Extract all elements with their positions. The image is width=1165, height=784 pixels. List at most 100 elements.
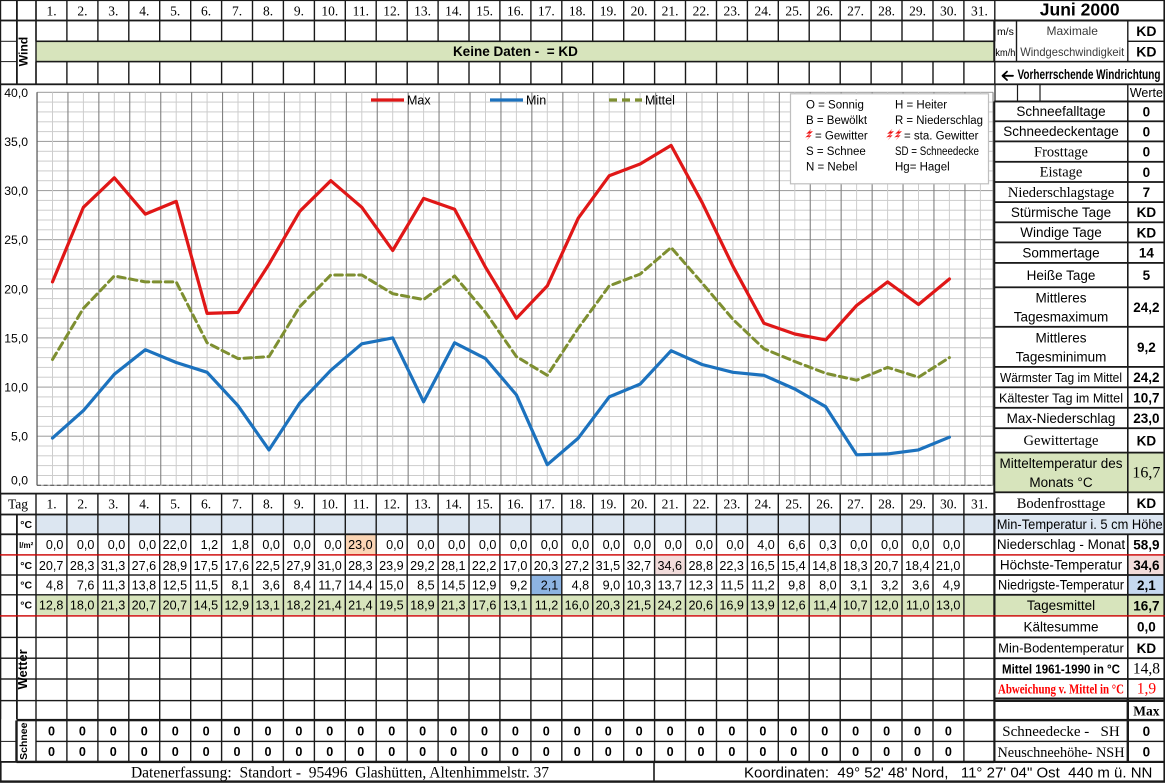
- svg-text:N = Nebel: N = Nebel: [806, 162, 857, 174]
- svg-text:1,8: 1,8: [231, 538, 249, 552]
- svg-text:31,5: 31,5: [596, 559, 621, 573]
- svg-text:0,0: 0,0: [479, 538, 497, 552]
- svg-text:21,0: 21,0: [936, 559, 961, 573]
- svg-text:0: 0: [543, 745, 550, 759]
- svg-text:SD = Schneedecke: SD = Schneedecke: [895, 146, 979, 158]
- svg-text:0,0: 0,0: [912, 538, 930, 552]
- svg-text:15.: 15.: [476, 3, 493, 18]
- svg-text:0: 0: [945, 745, 952, 759]
- svg-text:58,9: 58,9: [1133, 537, 1159, 552]
- svg-text:5,0: 5,0: [11, 430, 28, 444]
- svg-text:Mittleres: Mittleres: [1035, 330, 1086, 345]
- svg-text:13.: 13.: [414, 497, 431, 512]
- svg-text:l/m²: l/m²: [19, 541, 34, 550]
- svg-text:0: 0: [574, 745, 581, 759]
- svg-text:12.: 12.: [383, 3, 400, 18]
- svg-text:22.: 22.: [693, 3, 710, 18]
- svg-text:= Gewitter: = Gewitter: [815, 131, 868, 143]
- svg-text:0: 0: [357, 745, 364, 759]
- svg-text:11,5: 11,5: [195, 579, 219, 593]
- svg-text:8,4: 8,4: [293, 579, 311, 593]
- svg-text:Max: Max: [1133, 703, 1159, 718]
- svg-text:KD: KD: [1137, 641, 1157, 656]
- svg-text:21,4: 21,4: [317, 598, 342, 612]
- svg-text:0,0: 0,0: [324, 538, 342, 552]
- svg-text:Abweichung v. Mittel in °C: Abweichung v. Mittel in °C: [998, 682, 1124, 697]
- svg-text:3.: 3.: [108, 497, 118, 512]
- svg-text:9,2: 9,2: [510, 579, 528, 593]
- svg-text:27,2: 27,2: [565, 559, 590, 573]
- svg-text:Vorherrschende Windrichtung: Vorherrschende Windrichtung: [1018, 67, 1161, 82]
- svg-text:12,3: 12,3: [688, 579, 713, 593]
- svg-text:0: 0: [512, 745, 519, 759]
- svg-text:13,8: 13,8: [132, 579, 157, 593]
- svg-text:19.: 19.: [600, 3, 617, 18]
- svg-text:Min-Temperatur i. 5 cm Höhe: Min-Temperatur i. 5 cm Höhe: [997, 517, 1163, 532]
- svg-text:29,2: 29,2: [410, 559, 435, 573]
- svg-text:29.: 29.: [909, 3, 926, 18]
- svg-text:11.: 11.: [353, 497, 369, 512]
- svg-text:31,0: 31,0: [317, 559, 342, 573]
- svg-text:0: 0: [1143, 145, 1151, 160]
- svg-text:23.: 23.: [723, 3, 740, 18]
- svg-text:Min: Min: [526, 94, 546, 108]
- svg-text:0,0: 0,0: [726, 538, 744, 552]
- svg-text:22,2: 22,2: [472, 559, 497, 573]
- svg-text:13.: 13.: [414, 3, 431, 18]
- svg-text:5.: 5.: [170, 3, 180, 18]
- svg-text:Windgeschwindigkeit: Windgeschwindigkeit: [1020, 45, 1125, 59]
- svg-text:10,3: 10,3: [627, 579, 652, 593]
- svg-text:Tagesmaximum: Tagesmaximum: [1014, 310, 1109, 325]
- svg-text:35,0: 35,0: [4, 135, 28, 149]
- svg-text:21,5: 21,5: [627, 598, 652, 612]
- svg-text:3,6: 3,6: [912, 579, 930, 593]
- svg-text:0,0: 0,0: [850, 538, 868, 552]
- svg-text:15,0: 15,0: [379, 579, 404, 593]
- svg-text:34,6: 34,6: [657, 559, 682, 573]
- svg-text:0,0: 0,0: [139, 538, 157, 552]
- svg-text:18.: 18.: [569, 497, 586, 512]
- svg-text:0: 0: [821, 725, 828, 739]
- svg-text:Wetter: Wetter: [15, 649, 30, 689]
- svg-text:0: 0: [388, 725, 395, 739]
- svg-text:13,1: 13,1: [255, 598, 280, 612]
- svg-text:13,9: 13,9: [750, 598, 775, 612]
- svg-text:0: 0: [1143, 724, 1151, 739]
- svg-text:0: 0: [852, 745, 859, 759]
- svg-text:14,8: 14,8: [812, 559, 837, 573]
- svg-text:18,9: 18,9: [410, 598, 435, 612]
- svg-text:Tagesmittel: Tagesmittel: [1027, 598, 1095, 613]
- svg-text:10,0: 10,0: [4, 381, 28, 395]
- svg-text:28,3: 28,3: [70, 559, 95, 573]
- svg-text:20.: 20.: [631, 497, 648, 512]
- svg-text:0: 0: [667, 725, 674, 739]
- svg-text:17,5: 17,5: [194, 559, 219, 573]
- svg-text:0: 0: [172, 725, 179, 739]
- svg-text:23,9: 23,9: [379, 559, 404, 573]
- svg-text:20,3: 20,3: [534, 559, 559, 573]
- svg-text:0: 0: [605, 745, 612, 759]
- svg-text:24.: 24.: [754, 3, 771, 18]
- svg-text:27.: 27.: [847, 497, 864, 512]
- svg-text:0: 0: [326, 745, 333, 759]
- svg-text:9,8: 9,8: [788, 579, 806, 593]
- svg-text:0: 0: [821, 745, 828, 759]
- svg-text:0,0: 0,0: [262, 538, 280, 552]
- svg-text:Mittleres: Mittleres: [1035, 291, 1086, 306]
- svg-text:31,3: 31,3: [101, 559, 126, 573]
- svg-text:12,9: 12,9: [472, 579, 497, 593]
- svg-text:19.: 19.: [600, 497, 617, 512]
- svg-text:1,2: 1,2: [201, 538, 219, 552]
- svg-text:0: 0: [264, 725, 271, 739]
- svg-text:9.: 9.: [294, 3, 304, 18]
- svg-text:Schneedeckentage: Schneedeckentage: [1003, 124, 1119, 139]
- svg-text:16,0: 16,0: [565, 598, 590, 612]
- svg-text:28,9: 28,9: [163, 559, 188, 573]
- svg-text:28,1: 28,1: [441, 559, 466, 573]
- svg-text:22.: 22.: [693, 497, 710, 512]
- svg-text:0: 0: [295, 725, 302, 739]
- svg-text:26.: 26.: [816, 497, 833, 512]
- svg-text:2,1: 2,1: [1137, 578, 1156, 593]
- svg-text:8.: 8.: [263, 497, 273, 512]
- svg-text:15,4: 15,4: [781, 559, 806, 573]
